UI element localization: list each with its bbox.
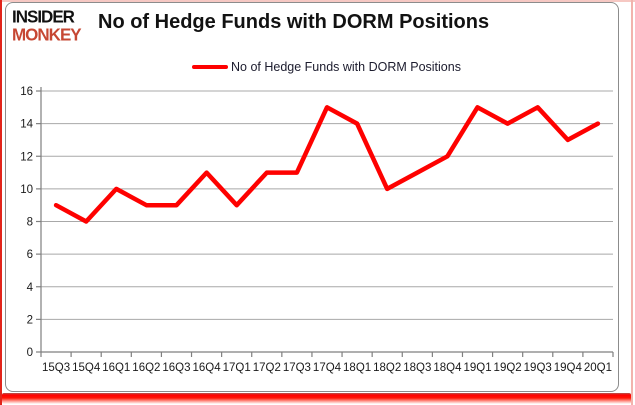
y-axis-labels: 0 2 4 6 8 10 12 14 16 [20,86,33,359]
x-tick-label: 18Q2 [373,362,401,374]
logo-text-insider: INSIDER [12,6,75,27]
page-border-right [631,0,633,405]
x-tick-label: 17Q3 [283,362,311,374]
y-tick-label: 16 [20,86,33,98]
axes [36,87,614,357]
x-tick-label: 16Q2 [132,362,160,374]
x-tick-label: 16Q1 [102,362,130,374]
x-tick-label: 20Q1 [584,362,612,374]
y-tick-label: 12 [20,151,33,163]
series-line [53,105,601,224]
x-tick-label: 17Q1 [223,362,251,374]
x-tick-label: 17Q2 [253,362,281,374]
x-axis-labels: 15Q3 15Q4 16Q1 16Q2 16Q3 16Q4 17Q1 17Q2 17Q3 17Q4… [42,362,612,374]
insider-monkey-logo: INSIDER MONKEY [12,6,82,45]
chart-legend: No of Hedge Funds with DORM Positions [192,60,461,74]
y-tick-label: 8 [27,217,33,229]
x-tick-label: 16Q3 [162,362,190,374]
x-tick-label: 15Q4 [72,362,101,374]
page-border-bottom [2,393,631,404]
page-border-left [0,0,2,405]
chart-title: No of Hedge Funds with DORM Positions [98,11,490,33]
x-tick-label: 15Q3 [42,362,70,374]
legend-line-swatch [192,65,228,69]
y-tick-label: 10 [20,184,33,196]
x-tick-label: 19Q4 [554,362,583,374]
x-tick-label: 18Q1 [343,362,371,374]
x-tick-label: 18Q4 [433,362,462,374]
gridlines [41,90,613,320]
legend-label: No of Hedge Funds with DORM Positions [231,60,461,74]
y-tick-label: 6 [27,249,33,261]
x-tick-label: 18Q3 [403,362,431,374]
y-tick-label: 0 [27,347,33,359]
y-tick-label: 14 [20,119,33,131]
logo-text-monkey: MONKEY [12,24,82,45]
x-tick-label: 16Q4 [193,362,222,374]
y-tick-label: 2 [27,314,33,326]
chart-card: INSIDER MONKEY No of Hedge Funds with DO… [5,2,619,392]
page-border-top [0,0,635,2]
x-tick-label: 19Q3 [524,362,552,374]
x-tick-label: 19Q1 [463,362,491,374]
x-tick-label: 17Q4 [313,362,342,374]
x-tick-label: 19Q2 [494,362,522,374]
y-tick-label: 4 [27,282,34,294]
